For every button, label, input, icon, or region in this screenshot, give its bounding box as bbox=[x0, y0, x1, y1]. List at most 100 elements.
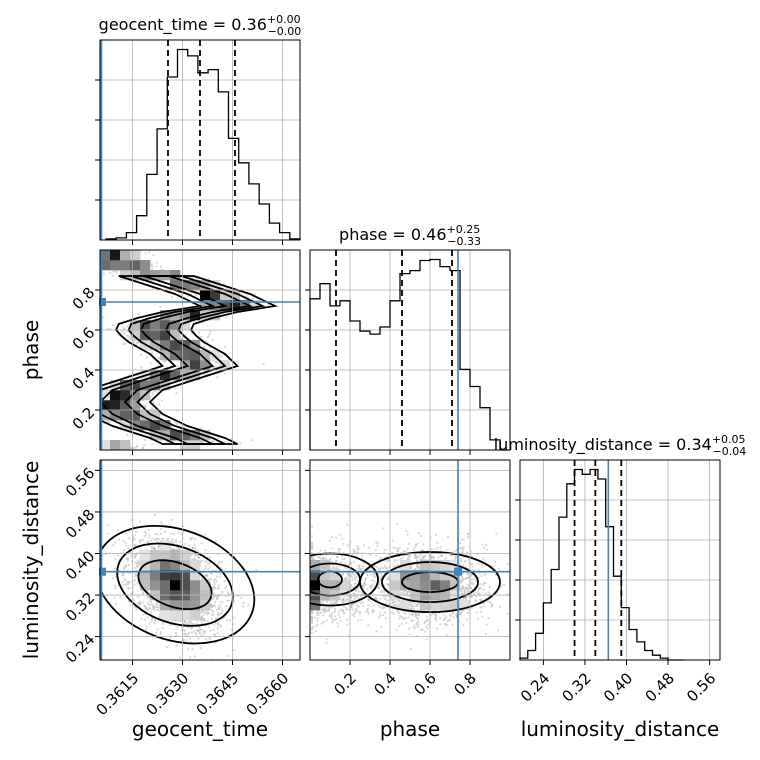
scatter-point bbox=[211, 360, 214, 363]
scatter-point bbox=[232, 648, 235, 651]
scatter-point bbox=[92, 256, 94, 258]
scatter-point bbox=[186, 633, 190, 636]
scatter-point bbox=[200, 542, 203, 545]
scatter-point bbox=[226, 619, 229, 622]
scatter-point bbox=[196, 620, 199, 623]
density-cell bbox=[160, 420, 171, 431]
scatter-point bbox=[97, 251, 99, 253]
scatter-point bbox=[90, 251, 92, 253]
scatter-point bbox=[141, 538, 145, 541]
scatter-point bbox=[81, 447, 83, 449]
scatter-point bbox=[118, 611, 121, 614]
scatter-point bbox=[153, 618, 157, 621]
scatter-point bbox=[214, 587, 217, 590]
scatter-point bbox=[199, 647, 202, 650]
scatter-point bbox=[75, 255, 77, 257]
scatter-point bbox=[168, 523, 171, 526]
scatter-point bbox=[89, 251, 91, 253]
scatter-point bbox=[93, 584, 95, 586]
scatter-point bbox=[151, 537, 154, 540]
density-cell bbox=[190, 310, 201, 321]
scatter-point bbox=[91, 402, 93, 404]
scatter-point bbox=[150, 547, 154, 550]
scatter-point bbox=[245, 294, 248, 298]
scatter-point bbox=[102, 272, 106, 275]
scatter-point bbox=[132, 340, 135, 344]
scatter-point bbox=[95, 266, 97, 268]
scatter-point bbox=[93, 253, 95, 255]
scatter-point bbox=[211, 366, 214, 370]
scatter-point bbox=[216, 376, 219, 379]
scatter-point bbox=[133, 534, 136, 537]
scatter-point bbox=[96, 267, 98, 269]
scatter-point bbox=[134, 573, 137, 576]
scatter-point bbox=[137, 595, 140, 598]
scatter-point bbox=[125, 532, 128, 535]
scatter-point bbox=[193, 655, 196, 658]
scatter-point bbox=[187, 647, 190, 651]
scatter-point bbox=[163, 360, 166, 363]
scatter-point bbox=[247, 603, 250, 607]
density-cell bbox=[110, 400, 121, 411]
density-cell bbox=[200, 300, 211, 311]
scatter-point bbox=[94, 400, 96, 402]
scatter-point bbox=[207, 277, 210, 280]
scatter-point bbox=[121, 581, 124, 584]
scatter-point bbox=[183, 278, 186, 281]
scatter-point bbox=[93, 446, 95, 448]
scatter-point bbox=[219, 572, 222, 575]
scatter-point bbox=[173, 440, 176, 443]
scatter-point bbox=[192, 623, 195, 626]
scatter-point bbox=[165, 646, 168, 649]
scatter-point bbox=[149, 603, 152, 606]
scatter-point bbox=[155, 261, 158, 264]
scatter-point bbox=[208, 333, 211, 336]
scatter-point bbox=[153, 513, 157, 516]
scatter-point bbox=[148, 621, 151, 624]
scatter-point bbox=[205, 560, 208, 563]
scatter-point bbox=[220, 561, 223, 564]
density-cell bbox=[170, 320, 181, 331]
scatter-point bbox=[267, 304, 270, 307]
scatter-point bbox=[253, 293, 256, 296]
scatter-point bbox=[123, 331, 126, 335]
scatter-point bbox=[198, 331, 201, 334]
scatter-point bbox=[196, 554, 199, 557]
scatter-point bbox=[127, 587, 131, 590]
scatter-point bbox=[136, 445, 139, 448]
density-cell bbox=[180, 310, 191, 321]
scatter-point bbox=[206, 620, 210, 623]
scatter-point bbox=[199, 426, 202, 429]
scatter-point bbox=[197, 556, 201, 559]
scatter-point bbox=[132, 525, 135, 528]
scatter-point bbox=[204, 565, 207, 568]
scatter-point bbox=[121, 584, 124, 587]
scatter-point bbox=[220, 612, 223, 615]
density-cell bbox=[190, 440, 201, 450]
scatter-point bbox=[97, 255, 99, 257]
scatter-point bbox=[96, 254, 98, 256]
scatter-point bbox=[218, 575, 222, 578]
scatter-point bbox=[122, 326, 125, 329]
scatter-point bbox=[197, 637, 200, 640]
scatter-point bbox=[133, 566, 136, 570]
scatter-point bbox=[210, 572, 213, 575]
density-cell bbox=[160, 320, 171, 331]
scatter-point bbox=[111, 274, 114, 277]
scatter-point bbox=[229, 619, 232, 622]
scatter-point bbox=[90, 252, 92, 254]
scatter-point bbox=[140, 353, 143, 356]
scatter-point bbox=[151, 608, 154, 611]
scatter-point bbox=[223, 345, 227, 349]
density-cell bbox=[190, 430, 201, 441]
scatter-point bbox=[212, 632, 215, 636]
scatter-point bbox=[91, 401, 93, 403]
scatter-point bbox=[86, 262, 88, 264]
scatter-point bbox=[88, 252, 90, 254]
scatter-point bbox=[126, 547, 130, 550]
scatter-point bbox=[144, 627, 148, 631]
scatter-point bbox=[163, 530, 167, 533]
scatter-point bbox=[117, 334, 120, 337]
scatter-point bbox=[121, 343, 125, 346]
scatter-point bbox=[151, 351, 154, 354]
